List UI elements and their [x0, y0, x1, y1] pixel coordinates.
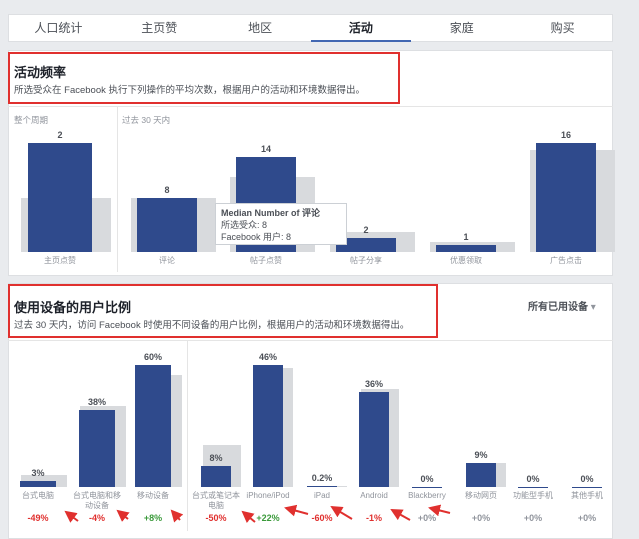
- benchmark-bar: [309, 485, 347, 487]
- arrow: [64, 504, 451, 524]
- tab[interactable]: 主页赞: [141, 21, 178, 35]
- dropdown-label[interactable]: 所有已用设备: [528, 302, 588, 313]
- bar: [307, 486, 337, 488]
- tooltip-line: Facebook 用户: 8: [221, 232, 292, 242]
- change-label: +0%: [523, 513, 543, 523]
- category-label: Blackberry: [408, 491, 446, 500]
- value-label: 2: [363, 225, 369, 236]
- tab[interactable]: 地区: [248, 21, 273, 35]
- change-label: +22%: [256, 513, 280, 523]
- bar: [466, 463, 496, 487]
- value-label: 46%: [258, 352, 277, 362]
- change-label: -60%: [311, 513, 333, 523]
- section-subtitle: 过去 30 天内，访问 Facebook 时使用不同设备的用户比例，根据用户的活…: [14, 320, 410, 331]
- value-label: 1: [463, 232, 469, 243]
- category-label: 帖子分享: [350, 256, 382, 265]
- category-label: 台式电脑: [22, 491, 54, 500]
- category-label: 台式或笔记本电脑: [192, 491, 240, 510]
- tooltip-line: 所选受众: 8: [221, 220, 268, 230]
- section-title: 活动频率: [14, 65, 67, 80]
- highlight-box: [8, 52, 400, 104]
- divider: [117, 107, 118, 272]
- bar: [518, 487, 548, 488]
- bar: [28, 143, 92, 252]
- change-label: -49%: [27, 513, 49, 523]
- value-label: 0%: [420, 474, 434, 484]
- category-label: 帖子点赞: [250, 256, 282, 265]
- divider: [187, 341, 188, 531]
- value-label: 0%: [580, 474, 594, 484]
- bar: [359, 391, 389, 487]
- divider: [8, 106, 613, 107]
- value-label: 8: [164, 184, 170, 195]
- value-label: 36%: [364, 378, 383, 389]
- section-subtitle: 所选受众在 Facebook 执行下列操作的平均次数，根据用户的活动和环境数据得…: [14, 85, 365, 96]
- value-label: 0.2%: [311, 473, 333, 484]
- value-label: 0%: [526, 474, 540, 484]
- bar: [79, 409, 115, 487]
- category-label: Android: [360, 491, 388, 500]
- value-label: 2: [57, 130, 63, 140]
- category-label: 主页点赞: [44, 256, 76, 265]
- dropdown[interactable]: 所有已用设备 ▾: [528, 302, 596, 313]
- bar: [336, 238, 396, 252]
- category-label: 台式电脑和移动设备: [73, 491, 121, 510]
- change-label: +8%: [143, 513, 163, 523]
- bar: [20, 480, 56, 487]
- bar: [572, 487, 602, 488]
- section-title: 使用设备的用户比例: [14, 300, 132, 315]
- category-label: 移动网页: [465, 491, 497, 500]
- tab[interactable]: 活动: [310, 14, 412, 42]
- highlight-box: [8, 284, 438, 338]
- change-label: -50%: [205, 513, 227, 523]
- category-label: 功能型手机: [513, 491, 553, 500]
- tab[interactable]: 人口统计: [34, 21, 83, 35]
- value-label: 16: [560, 130, 571, 140]
- change-label: +0%: [471, 513, 491, 523]
- bar: [436, 245, 496, 252]
- value-label: 9%: [474, 450, 488, 461]
- category-label: 广告点击: [550, 256, 582, 265]
- tab[interactable]: 购买: [550, 21, 575, 35]
- value-label: 3%: [31, 467, 45, 478]
- category-label: iPad: [313, 491, 330, 500]
- value-label: 60%: [143, 352, 162, 362]
- value-label: 14: [260, 143, 271, 154]
- bar: [253, 365, 283, 487]
- tooltip: Median Number of 评论 所选受众: 8 Facebook 用户:…: [215, 203, 347, 245]
- category-label: 其他手机: [571, 491, 603, 500]
- bar: [135, 365, 171, 487]
- bar: [536, 143, 596, 252]
- panel-header: 整个周期: [14, 115, 49, 125]
- value-label: 38%: [87, 396, 106, 407]
- value-label: 8%: [209, 452, 223, 463]
- category-label: 移动设备: [137, 491, 169, 500]
- category-label: 优惠领取: [450, 256, 482, 265]
- tab[interactable]: 家庭: [449, 21, 474, 35]
- divider: [8, 340, 613, 341]
- change-label: -1%: [365, 513, 382, 523]
- change-label: +0%: [577, 513, 597, 523]
- change-label: -4%: [88, 513, 105, 523]
- bar: [201, 465, 231, 487]
- bar: [137, 197, 197, 252]
- category-label: iPhone/iPod: [246, 491, 290, 500]
- category-label: 评论: [159, 256, 175, 265]
- change-label: +0%: [417, 513, 437, 523]
- panel-header: 过去 30 天内: [122, 115, 171, 125]
- bar: [412, 487, 442, 488]
- tooltip-title: Median Number of 评论: [221, 208, 321, 218]
